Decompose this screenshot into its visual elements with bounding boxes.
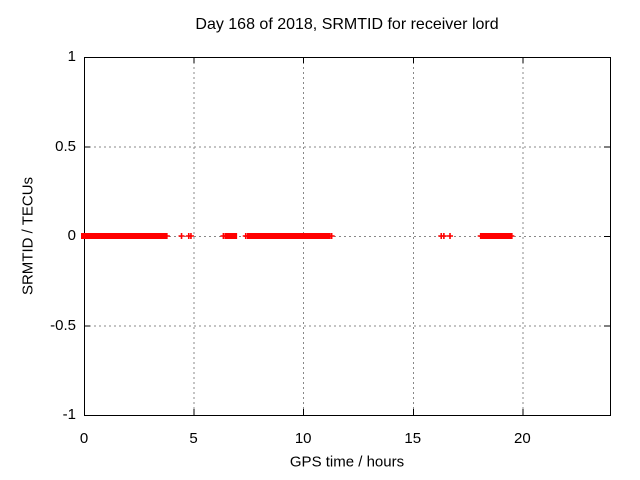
x-axis-label: GPS time / hours xyxy=(289,453,405,471)
x-tick-label: 20 xyxy=(513,430,531,447)
y-tick-label: -0.5 xyxy=(50,316,76,334)
x-tick-label: 5 xyxy=(189,430,198,447)
data-run xyxy=(279,233,331,239)
x-tick-label: 0 xyxy=(79,430,89,447)
data-marker xyxy=(477,233,484,239)
y-tick-label: -1 xyxy=(62,406,76,423)
y-tick-label: 1 xyxy=(67,48,76,65)
data-run xyxy=(481,233,507,239)
data-run xyxy=(125,233,167,239)
data-marker xyxy=(440,233,447,239)
y-tick-label: 0 xyxy=(67,227,76,244)
data-run xyxy=(104,233,129,239)
data-marker xyxy=(508,233,515,239)
data-marker xyxy=(163,233,170,239)
data-marker xyxy=(222,233,229,239)
data-run xyxy=(81,233,108,239)
data-run xyxy=(224,233,238,239)
data-run xyxy=(501,233,513,239)
data-marker xyxy=(187,233,194,239)
data-run xyxy=(247,233,262,239)
x-tick-label: 15 xyxy=(404,430,422,447)
data-layer xyxy=(81,233,515,239)
y-tick-label: 0.5 xyxy=(55,137,76,155)
data-run xyxy=(257,233,284,239)
chart-title: Day 168 of 2018, SRMTID for receiver lor… xyxy=(195,16,499,33)
x-tick-label: 10 xyxy=(294,430,312,447)
data-marker xyxy=(328,233,335,239)
data-marker xyxy=(447,233,454,239)
data-marker xyxy=(244,233,251,239)
data-marker xyxy=(178,233,185,239)
